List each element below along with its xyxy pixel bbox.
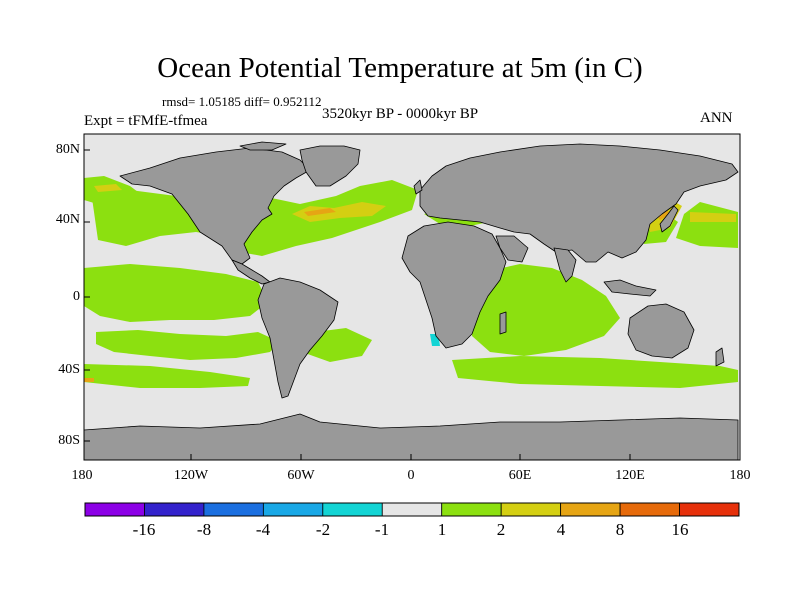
colorbar-boxes (84, 502, 740, 517)
season-label: ANN (700, 110, 733, 126)
land-arctic-islands (239, 141, 287, 151)
y-tick-label-40n: 40N (55, 212, 80, 227)
colorbar-box-1 (144, 502, 205, 517)
y-tick-label-80s: 80S (58, 433, 80, 448)
colorbar-label-neg4: -4 (255, 520, 271, 539)
x-tick-label-60e: 60E (508, 468, 532, 483)
colorbar-label-2: 2 (496, 520, 506, 539)
anomaly-orange-gulf-stream (304, 208, 336, 216)
x-tick-label-120e: 120E (615, 468, 645, 483)
x-tick-label-0: 0 (407, 468, 415, 483)
colorbar-box-9 (619, 502, 680, 517)
chart-title: Ocean Potential Temperature at 5m (in C) (157, 52, 643, 84)
anomaly-south-pacific-band (84, 364, 250, 388)
stats-text: rmsd= 1.05185 diff= 0.952112 (162, 94, 322, 109)
anomaly-tropical-pacific (84, 264, 268, 322)
anomaly-warm-gulf-stream (292, 202, 386, 222)
colorbar-label-1: 1 (437, 520, 447, 539)
x-tick-label-120w: 120W (173, 468, 209, 483)
x-tick-label-60w: 60W (287, 468, 315, 483)
y-tick-label-0: 0 (73, 289, 80, 304)
land-uk (413, 179, 423, 195)
land-africa (401, 221, 507, 349)
colorbar-box-10 (679, 502, 740, 517)
colorbar-label-neg8: -8 (196, 520, 212, 539)
colorbar-box-6 (441, 502, 502, 517)
colorbar-label-8: 8 (615, 520, 625, 539)
colorbar-label-16: 16 (671, 520, 689, 539)
x-tick-label-180e: 180 (729, 468, 751, 483)
land-madagascar (499, 311, 507, 335)
colorbar (84, 502, 740, 517)
anomaly-orange-south-pacific (84, 378, 94, 382)
land-antarctica (83, 413, 739, 461)
colorbar-box-4 (322, 502, 383, 517)
colorbar-label-4: 4 (556, 520, 566, 539)
land-greenland (299, 145, 361, 187)
colorbar-label-neg1: -1 (374, 520, 390, 539)
map-plot-area (83, 133, 741, 461)
anomaly-warm-north-pacific-west (94, 184, 122, 192)
x-tick-label-180w: 180 (71, 468, 93, 483)
colorbar-label-neg16: -16 (132, 520, 156, 539)
y-tick-label-40s: 40S (58, 362, 80, 377)
land-japan (659, 205, 679, 233)
colorbar-frame (84, 502, 740, 517)
colorbar-box-7 (500, 502, 562, 517)
land-eurasia (419, 143, 739, 263)
y-tick-label-80n: 80N (55, 142, 80, 157)
colorbar-label-neg2: -2 (315, 520, 331, 539)
anomaly-south-pacific (96, 330, 280, 360)
land-south-america (257, 277, 339, 399)
land-india (553, 247, 577, 283)
anomaly-indian-ocean (472, 264, 620, 356)
land-new-zealand (715, 347, 725, 367)
colorbar-box-0 (84, 502, 145, 517)
colorbar-box-2 (203, 502, 264, 517)
anomaly-southern-ocean (452, 356, 738, 388)
axis-ticks (84, 149, 631, 460)
land-masses (83, 141, 739, 461)
land-arabia (495, 235, 529, 263)
colorbar-box-5 (381, 502, 443, 517)
colorbar-box-8 (560, 502, 621, 517)
colorbar-box-3 (262, 502, 324, 517)
land-indonesia (603, 279, 657, 297)
experiment-label: Expt = tFMfE-tfmea (84, 113, 208, 129)
land-australia (627, 303, 695, 359)
anomaly-warm-pacific-band (690, 212, 736, 222)
period-label: 3520kyr BP - 0000kyr BP (322, 106, 479, 122)
